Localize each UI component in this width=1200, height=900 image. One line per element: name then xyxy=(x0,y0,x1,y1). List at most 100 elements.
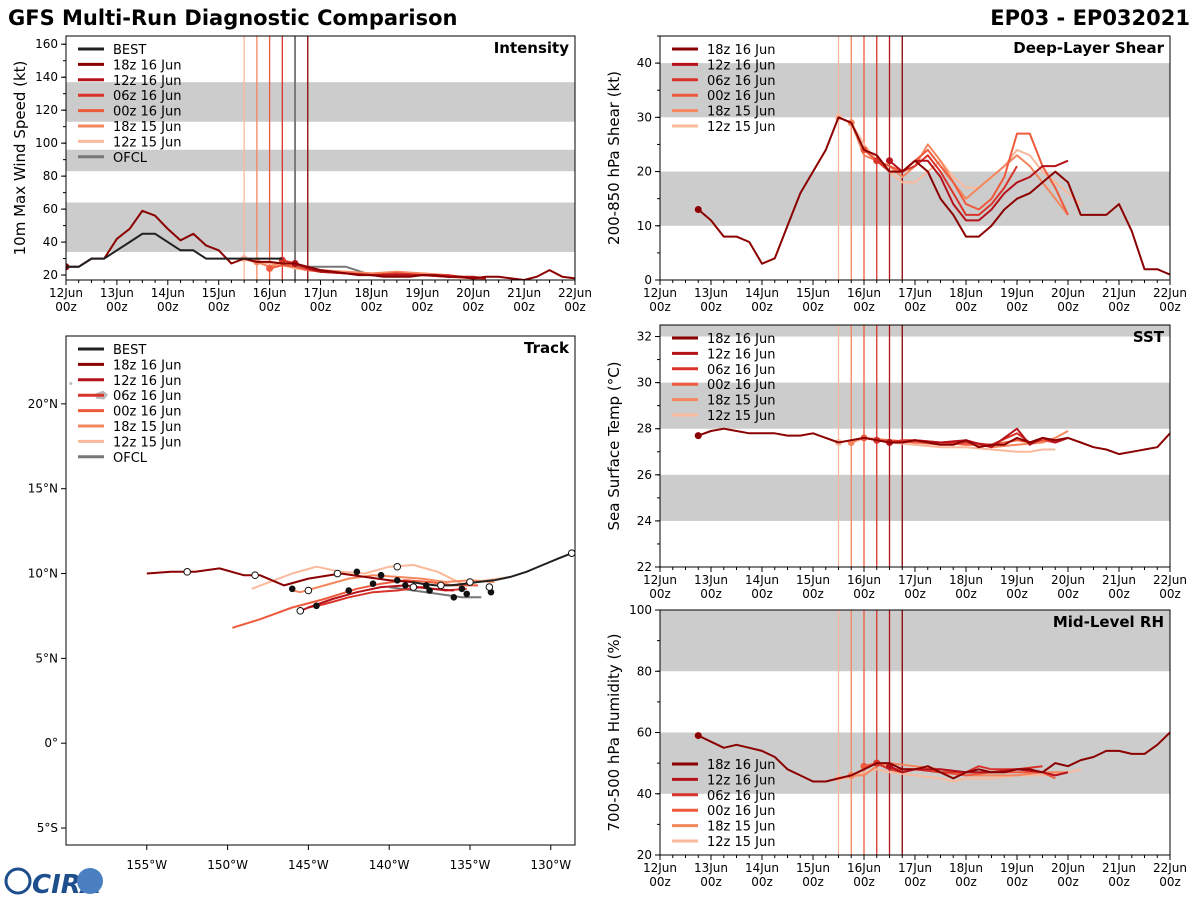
rh-legend-label-06z-16-jun: 06z 16 Jun xyxy=(707,789,776,804)
rh-xtick-label-hour: 00z xyxy=(649,875,671,889)
track-marker-open xyxy=(304,586,313,595)
sst-legend-label-12z-16-jun: 12z 16 Jun xyxy=(707,347,776,362)
track-series-18z-15-jun xyxy=(291,574,495,594)
sst-xtick-label-hour: 00z xyxy=(700,587,722,601)
intensity-ytick-label: 140 xyxy=(35,70,58,84)
shear-title: Deep-Layer Shear xyxy=(1013,39,1164,57)
sst-ytick-label: 24 xyxy=(637,514,652,528)
shear-xtick-label-hour: 00z xyxy=(1057,300,1079,314)
track-marker-filled xyxy=(402,582,409,589)
shear-ylabel: 200-850 hPa Shear (kt) xyxy=(605,71,623,245)
track-xtick-label: 150°W xyxy=(207,858,248,872)
sst-legend-label-18z-16-jun: 18z 16 Jun xyxy=(707,332,776,347)
sst-xtick-label-hour: 00z xyxy=(904,587,926,601)
track-series-best xyxy=(411,552,573,587)
shear-xtick-label-day: 13Jun xyxy=(694,286,728,300)
track-marker-open xyxy=(393,562,402,571)
rh-xtick-label-hour: 00z xyxy=(904,875,926,889)
intensity-xtick-label-hour: 00z xyxy=(55,300,77,314)
shear-legend-label-12z-15-jun: 12z 15 Jun xyxy=(707,120,776,135)
shear-xtick-label-day: 19Jun xyxy=(1000,286,1034,300)
intensity-ytick-label: 160 xyxy=(35,37,58,51)
intensity-ytick-label: 40 xyxy=(43,235,58,249)
sst-xtick-label-day: 21Jun xyxy=(1102,573,1136,587)
track-marker-open xyxy=(567,549,575,557)
cira-logo-ring xyxy=(4,867,32,895)
sst-ytick-label: 28 xyxy=(637,422,652,436)
rh-xtick-label-day: 22Jun xyxy=(1153,861,1187,875)
sst-xtick-label-day: 20Jun xyxy=(1051,573,1085,587)
intensity-xtick-label-hour: 00z xyxy=(462,300,484,314)
track-xtick-label: 155°W xyxy=(126,858,167,872)
sst-ytick-label: 32 xyxy=(637,330,652,344)
sst-xtick-label-day: 19Jun xyxy=(1000,573,1034,587)
track-xtick-label: 130°W xyxy=(530,858,571,872)
sst-xtick-label-day: 17Jun xyxy=(898,573,932,587)
shear-xtick-label-day: 12Jun xyxy=(643,286,677,300)
track-marker-open xyxy=(466,578,474,586)
sst-xtick-label-day: 18Jun xyxy=(949,573,983,587)
sst-legend-label-00z-16-jun: 00z 16 Jun xyxy=(707,378,776,393)
track-land-islet xyxy=(69,382,73,386)
intensity-xtick-label-hour: 00z xyxy=(106,300,128,314)
intensity-legend-label-best: BEST xyxy=(113,43,146,58)
track-plot-area xyxy=(69,382,575,629)
rh-xtick-label-hour: 00z xyxy=(955,875,977,889)
track-axes-frame xyxy=(65,335,576,846)
sst-ytick-label: 30 xyxy=(637,376,652,390)
rh-xtick-label-hour: 00z xyxy=(700,875,722,889)
shear-xtick-label-hour: 00z xyxy=(904,300,926,314)
rh-xtick-label-hour: 00z xyxy=(1006,875,1028,889)
sst-legend-label-12z-15-jun: 12z 15 Jun xyxy=(707,409,776,424)
track-legend-label-06z-16-jun: 06z 16 Jun xyxy=(113,389,182,404)
intensity-xtick-label-hour: 00z xyxy=(412,300,434,314)
shear-plot-area xyxy=(660,36,1170,280)
track-legend-label-18z-15-jun: 18z 15 Jun xyxy=(113,420,182,435)
shear-series-12z-16-jun xyxy=(888,159,1069,222)
rh-shade-band xyxy=(660,610,1170,672)
rh-xtick-label-day: 18Jun xyxy=(949,861,983,875)
intensity-xtick-label-hour: 00z xyxy=(157,300,179,314)
sst-xtick-label-hour: 00z xyxy=(955,587,977,601)
intensity-init-point-00z-16-jun xyxy=(266,264,274,272)
sst-xtick-label-hour: 00z xyxy=(853,587,875,601)
track-marker-filled xyxy=(423,582,430,589)
shear-xtick-label-hour: 00z xyxy=(955,300,977,314)
intensity-shade-band xyxy=(66,149,575,172)
track-marker-open xyxy=(437,581,445,590)
intensity-legend-label-12z-16-jun: 12z 16 Jun xyxy=(113,74,182,89)
shear-xtick-label-day: 16Jun xyxy=(847,286,881,300)
shear-init-point-18z-16-jun xyxy=(694,206,702,214)
sst-shade-band xyxy=(660,474,1170,521)
sst-title: SST xyxy=(1133,328,1165,346)
rh-legend-label-12z-16-jun: 12z 16 Jun xyxy=(707,773,776,788)
shear-xtick-label-hour: 00z xyxy=(751,300,773,314)
shear-xtick-label-day: 17Jun xyxy=(898,286,932,300)
sst-plot-area xyxy=(660,325,1170,567)
shear-legend-label-12z-16-jun: 12z 16 Jun xyxy=(707,58,776,73)
rh-legend-label-00z-16-jun: 00z 16 Jun xyxy=(707,804,776,819)
intensity-shade-band xyxy=(66,82,575,122)
sst-xtick-label-day: 14Jun xyxy=(745,573,779,587)
intensity-series-18z-16-jun xyxy=(66,209,575,280)
cira-logo: CIRA xyxy=(4,867,103,900)
track-ytick-label: 20°N xyxy=(28,397,58,411)
shear-ytick-label: 30 xyxy=(637,110,652,124)
rh-xtick-label-hour: 00z xyxy=(751,875,773,889)
track-legend-label-00z-16-jun: 00z 16 Jun xyxy=(113,405,182,420)
rh-series-18z-16-jun xyxy=(697,731,1170,783)
intensity-xtick-label-hour: 00z xyxy=(513,300,535,314)
intensity-legend-label-00z-16-jun: 00z 16 Jun xyxy=(113,105,182,120)
track-marker-filled xyxy=(426,587,433,594)
intensity-shade-band xyxy=(66,202,575,252)
rh-legend-label-12z-15-jun: 12z 15 Jun xyxy=(707,835,776,850)
shear-xtick-label-hour: 00z xyxy=(1159,300,1181,314)
chart-panels: 12Jun00z13Jun00z14Jun00z15Jun00z16Jun00z… xyxy=(11,35,1187,889)
panel-track: 155°W 150°W 145°W 140°W 135°W 130°W 5°S 0° 5°N 10… xyxy=(28,335,576,872)
rh-series-12z-15-jun xyxy=(838,768,1082,783)
intensity-xtick-label-day: 13Jun xyxy=(100,286,134,300)
shear-xtick-label-day: 21Jun xyxy=(1102,286,1136,300)
track-legend-label-best: BEST xyxy=(113,343,146,358)
sst-legend-label-18z-15-jun: 18z 15 Jun xyxy=(707,394,776,409)
rh-legend-label-18z-16-jun: 18z 16 Jun xyxy=(707,758,776,773)
